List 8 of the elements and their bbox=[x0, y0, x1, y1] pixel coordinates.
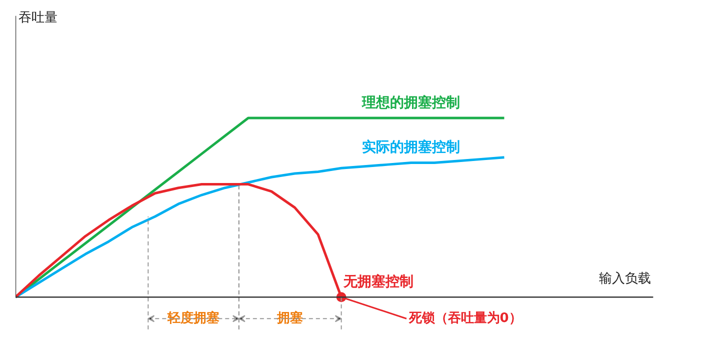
series-label: 实际的拥塞控制 bbox=[362, 138, 460, 156]
text: 轻度拥塞 bbox=[166, 310, 220, 326]
text: 死锁（吞吐量为0） bbox=[408, 311, 522, 326]
text: 吞吐量 bbox=[18, 10, 58, 26]
text: 拥塞 bbox=[276, 310, 304, 326]
series-label: 无拥塞控制 bbox=[342, 272, 414, 290]
x-axis-title: 输入负载 bbox=[598, 271, 651, 286]
series-label: 理想的拥塞控制 bbox=[361, 94, 460, 111]
